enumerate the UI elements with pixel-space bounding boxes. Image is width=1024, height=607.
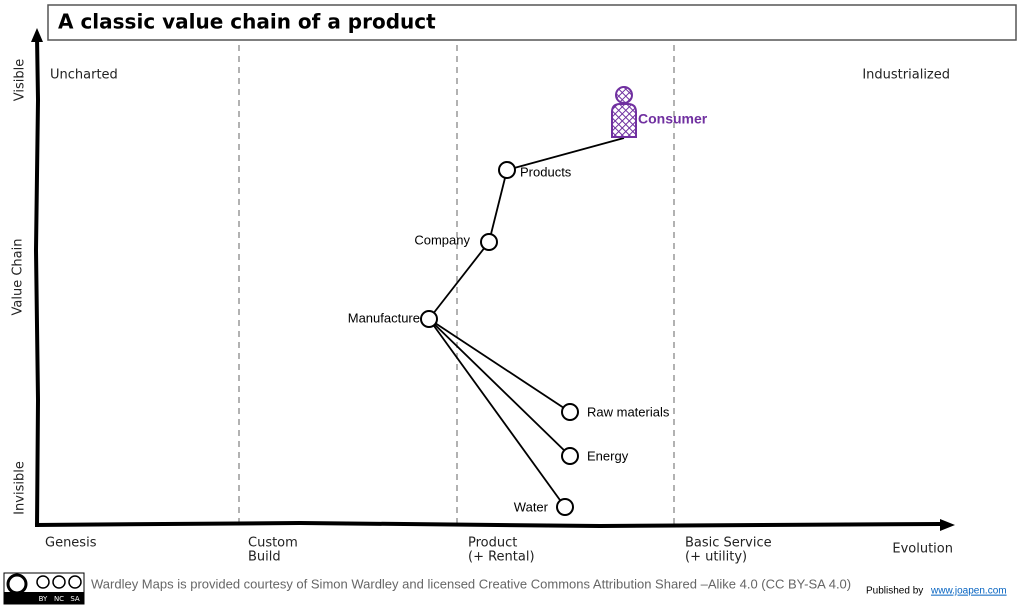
title-box: [47, 4, 1017, 41]
stage-label: Genesis: [45, 536, 97, 551]
stage-label: (+ Rental): [468, 550, 535, 565]
x-axis: [34, 520, 941, 529]
node: [556, 498, 574, 516]
consumer-body: [611, 103, 637, 138]
edge: [428, 318, 566, 508]
node: [498, 161, 516, 179]
credit: Wardley Maps is provided courtesy of Sim…: [91, 576, 851, 591]
y-axis: [33, 35, 41, 528]
stage-label: (+ utility): [685, 550, 747, 565]
title: A classic value chain of a product: [58, 10, 436, 34]
license-badge: BY NC SA: [3, 572, 85, 605]
stage-label: Product: [468, 536, 517, 551]
corner-right: Industrialized: [862, 68, 950, 83]
y-top: Visible: [13, 59, 28, 101]
node-label: Energy: [587, 448, 629, 463]
x-arrow: [940, 519, 955, 531]
y-bottom: Invisible: [13, 461, 28, 515]
node: [561, 447, 579, 465]
link[interactable]: www.joapen.com: [930, 586, 1007, 597]
y-label: Value Chain: [11, 239, 26, 316]
stage-dividers: [238, 45, 675, 525]
node-label: Consumer: [638, 111, 708, 127]
badge-text: BY: [39, 595, 48, 603]
node: [420, 310, 438, 328]
edge: [488, 169, 508, 243]
nodes: Consumer Products Company Manufacture Raw ma…: [348, 86, 708, 516]
stage-label: Basic Service: [685, 536, 772, 551]
edges: [428, 137, 625, 508]
node-label: Raw materials: [587, 404, 670, 419]
y-arrow: [31, 28, 43, 42]
x-label: Evolution: [892, 542, 953, 557]
edge: [428, 318, 571, 413]
corner-left: Uncharted: [50, 68, 118, 83]
stage-label: Build: [248, 550, 281, 565]
consumer-head: [615, 86, 633, 104]
node-label: Products: [520, 164, 572, 179]
node: [561, 403, 579, 421]
node-label: Manufacture: [348, 310, 420, 325]
badge-text: NC: [54, 595, 64, 603]
stage-label: Custom: [248, 536, 298, 551]
node: [480, 233, 498, 251]
badge-text: SA: [70, 595, 80, 603]
edge: [428, 318, 571, 457]
edge: [428, 241, 490, 320]
node-label: Water: [514, 499, 549, 514]
edge: [506, 137, 625, 171]
node-label: Company: [414, 232, 470, 247]
published-by: Published by: [866, 586, 923, 597]
